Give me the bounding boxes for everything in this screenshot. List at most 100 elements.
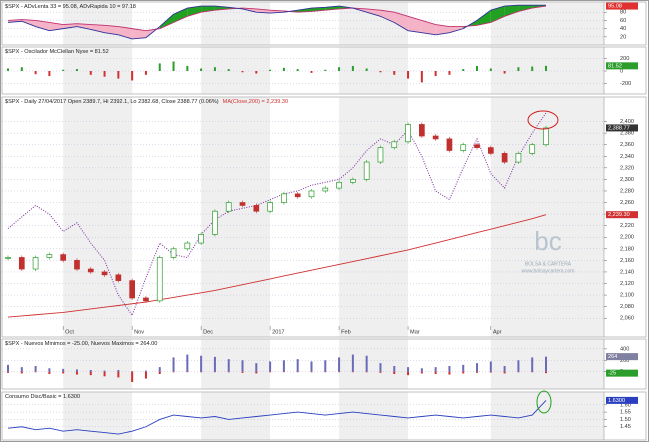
bar [338, 357, 341, 372]
bar [324, 360, 327, 372]
bar [282, 360, 285, 372]
bar [158, 371, 161, 374]
value-box-label: -25 [608, 371, 616, 377]
candle-body [336, 181, 342, 189]
fill-between [477, 10, 491, 26]
bar [48, 71, 51, 77]
candle-body [129, 280, 136, 299]
candle-body [225, 202, 232, 212]
y-tick-label: 1.45 [620, 424, 631, 430]
bar [489, 68, 492, 71]
bar [420, 368, 423, 372]
fill-between [504, 5, 519, 17]
bar [476, 65, 479, 71]
bar [393, 371, 396, 374]
candle-body [474, 144, 480, 148]
x-tick-label: Feb [341, 329, 351, 335]
candle-body [5, 257, 11, 259]
panel-title-text: $SPX - Oscilador McClellan Nyse = 81.52 [5, 49, 109, 55]
x-tick-label: Dec [203, 329, 213, 335]
month-band [63, 339, 133, 389]
bar [200, 68, 203, 71]
month-band [201, 47, 271, 94]
bar [393, 71, 396, 75]
bar [144, 71, 147, 75]
bar [241, 360, 244, 372]
y-tick-label: 40 [620, 26, 626, 32]
value-box-label: 2,239.30 [608, 212, 630, 218]
bar [324, 371, 327, 373]
series-line [7, 214, 547, 318]
candle-body [115, 274, 122, 281]
bar [365, 68, 368, 71]
bar [172, 371, 175, 373]
candle-body [281, 193, 287, 203]
candle-body [60, 254, 67, 261]
fill-between [201, 6, 215, 13]
bar [62, 69, 65, 71]
candle-body [74, 260, 80, 270]
bar [517, 371, 520, 373]
fill-between [490, 6, 505, 23]
watermark-name: BOLSA & CARTERA [525, 261, 572, 267]
candle-body [101, 271, 108, 276]
value-box-label: 95.08 [608, 4, 622, 10]
bar [172, 61, 175, 71]
panel-title: $SPX - Oscilador McClellan Nyse = 81.52 [5, 49, 109, 55]
candle-body [253, 205, 260, 212]
bar [503, 366, 506, 372]
bar [393, 366, 396, 372]
panel-title-text: $SPX - ADvLenta 33 = 95.08, ADvRapida 10… [5, 4, 136, 10]
bar [462, 371, 465, 374]
value-box-label: 1.6300 [608, 398, 625, 404]
panel-title-text: $SPX - Daily 27/04/2017 Open 2389.7, Hi … [5, 99, 219, 105]
bar [117, 371, 120, 378]
panel-title: Consumo Disc/Basic = 1.6300 [5, 394, 80, 400]
month-band [339, 339, 409, 389]
bar [434, 71, 437, 77]
value-box [606, 2, 638, 10]
y-tick-label: 1.55 [620, 410, 631, 416]
bar [89, 371, 92, 376]
bar [545, 65, 547, 71]
y-tick-label: 80 [620, 10, 626, 16]
bar [144, 370, 147, 372]
bar [407, 71, 410, 79]
bar [351, 65, 354, 71]
bar [448, 366, 451, 372]
month-band [339, 392, 409, 440]
bar [407, 371, 410, 376]
bar [503, 371, 506, 374]
bar [269, 69, 272, 71]
bar [20, 67, 23, 71]
y-tick-label: 20 [620, 34, 626, 40]
month-band [63, 97, 133, 337]
candle-body [515, 153, 522, 163]
candle-body [32, 257, 39, 270]
candle-body [156, 257, 163, 302]
month-band [339, 47, 409, 94]
bar [227, 371, 230, 373]
bar [158, 367, 161, 372]
bar [379, 371, 382, 373]
y-tick-label: 2,100 [620, 293, 634, 299]
value-box-label: 264 [608, 354, 617, 360]
bar [20, 371, 23, 374]
x-tick-label: Nov [134, 329, 144, 335]
candle-body [391, 141, 398, 148]
bar [269, 361, 272, 372]
month-band [490, 392, 604, 440]
bar [89, 370, 92, 372]
series-line [7, 400, 547, 435]
bar [503, 71, 506, 74]
y-tick-label: 2,320 [620, 165, 634, 171]
bar [62, 368, 65, 372]
candle-body [212, 210, 218, 235]
bar [448, 371, 451, 375]
y-tick-label: 2,060 [620, 316, 634, 322]
bar [365, 355, 368, 372]
bar [131, 71, 134, 81]
series-line [7, 5, 547, 32]
bar [296, 371, 299, 373]
